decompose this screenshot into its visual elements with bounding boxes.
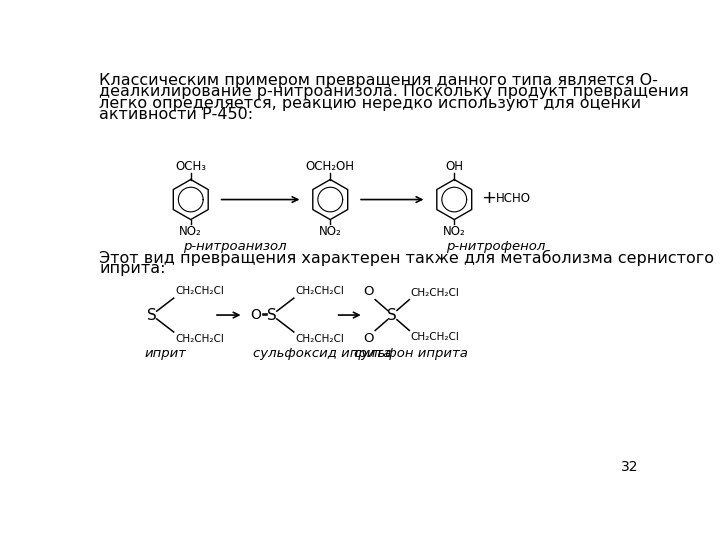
Text: сульфон иприта: сульфон иприта (354, 347, 467, 360)
Text: S: S (267, 308, 277, 322)
Text: р-нитрофенол: р-нитрофенол (446, 240, 546, 253)
Text: активности Р-450:: активности Р-450: (99, 107, 253, 122)
Text: NO₂: NO₂ (443, 225, 466, 238)
Text: OCH₂OH: OCH₂OH (306, 160, 355, 173)
Text: иприта:: иприта: (99, 261, 166, 276)
Text: CH₂CH₂Cl: CH₂CH₂Cl (295, 286, 344, 296)
Text: CH₂CH₂Cl: CH₂CH₂Cl (175, 334, 224, 345)
Text: Этот вид превращения характерен также для метаболизма сернистого: Этот вид превращения характерен также дл… (99, 249, 714, 266)
Text: сульфоксид иприта: сульфоксид иприта (253, 347, 391, 360)
Text: NO₂: NO₂ (319, 225, 341, 238)
Text: CH₂CH₂Cl: CH₂CH₂Cl (411, 332, 460, 342)
Text: +: + (481, 189, 496, 207)
Text: деалкилирование р-нитроанизола. Поскольку продукт превращения: деалкилирование р-нитроанизола. Поскольк… (99, 84, 689, 99)
Text: CH₂CH₂Cl: CH₂CH₂Cl (175, 286, 224, 296)
Text: HCHO: HCHO (495, 192, 531, 205)
Text: легко определяется, реакцию нередко используют для оценки: легко определяется, реакцию нередко испо… (99, 96, 642, 111)
Text: O: O (251, 308, 261, 322)
Text: O: O (363, 332, 374, 345)
Text: S: S (387, 308, 397, 322)
Text: OCH₃: OCH₃ (175, 160, 206, 173)
Text: OH: OH (445, 160, 463, 173)
Text: NO₂: NO₂ (179, 225, 202, 238)
Text: р-нитроанизол: р-нитроанизол (183, 240, 287, 253)
Text: CH₂CH₂Cl: CH₂CH₂Cl (295, 334, 344, 345)
Text: Классическим примером превращения данного типа является О-: Классическим примером превращения данног… (99, 72, 658, 87)
Text: S: S (147, 308, 157, 322)
Text: CH₂CH₂Cl: CH₂CH₂Cl (411, 288, 460, 298)
Text: 32: 32 (621, 461, 639, 475)
Text: иприт: иприт (144, 347, 186, 360)
Text: O: O (363, 285, 374, 298)
